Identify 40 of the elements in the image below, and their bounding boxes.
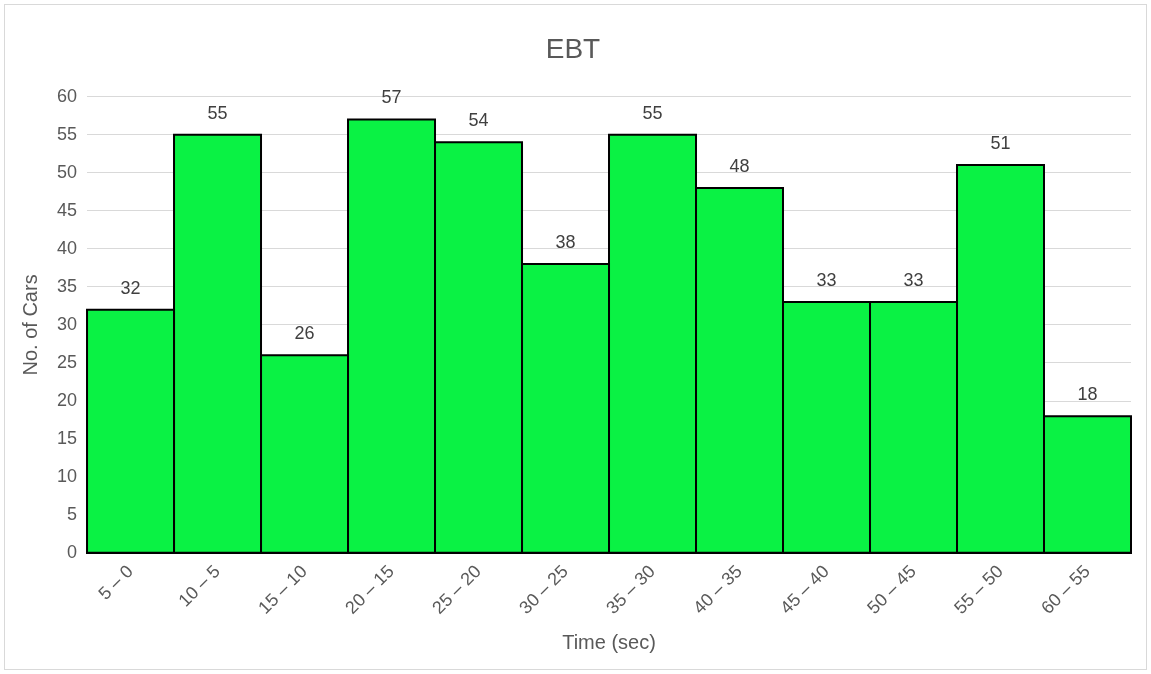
x-tick-label: 30 – 25 [515, 561, 572, 618]
data-label: 32 [120, 277, 141, 298]
x-tick-label: 10 – 5 [174, 561, 224, 611]
y-tick-label: 30 [56, 313, 78, 334]
x-tick-label: 55 – 50 [950, 561, 1007, 618]
y-tick-label: 60 [56, 85, 78, 106]
data-label: 33 [903, 270, 924, 291]
x-tick-label: 35 – 30 [602, 561, 659, 618]
x-axis-title: Time (sec) [562, 630, 656, 653]
data-label: 55 [207, 102, 228, 123]
y-tick-label: 40 [56, 237, 78, 258]
y-tick-label: 35 [56, 275, 78, 296]
x-tick-label: 5 – 0 [94, 561, 137, 604]
y-tick-label: 20 [56, 390, 78, 411]
x-tick-label: 60 – 55 [1037, 561, 1094, 618]
y-tick-label: 15 [56, 428, 78, 449]
x-tick-label: 50 – 45 [863, 561, 920, 618]
data-label: 26 [294, 323, 315, 344]
data-label: 33 [816, 270, 837, 291]
data-label: 55 [642, 102, 663, 123]
y-tick-label: 55 [56, 123, 78, 144]
x-tick-label: 20 – 15 [341, 561, 398, 618]
y-tick-label: 50 [56, 161, 78, 182]
y-tick-label: 5 [67, 504, 78, 525]
y-tick-label: 25 [56, 351, 78, 372]
y-tick-label: 0 [67, 542, 78, 563]
data-label: 18 [1077, 384, 1098, 405]
chart-title: EBT [545, 32, 601, 64]
y-tick-label: 10 [56, 466, 78, 487]
x-tick-label: 25 – 20 [428, 561, 485, 618]
y-axis-title: No. of Cars [18, 274, 41, 376]
x-tick-label: 40 – 35 [689, 561, 746, 618]
x-tick-label: 45 – 40 [776, 561, 833, 618]
data-label: 54 [468, 110, 489, 131]
data-label: 38 [555, 232, 576, 253]
y-tick-label: 45 [56, 199, 78, 220]
data-label: 57 [381, 87, 402, 108]
x-tick-label: 15 – 10 [254, 561, 311, 618]
data-label: 48 [729, 155, 750, 176]
data-label: 51 [990, 133, 1011, 154]
